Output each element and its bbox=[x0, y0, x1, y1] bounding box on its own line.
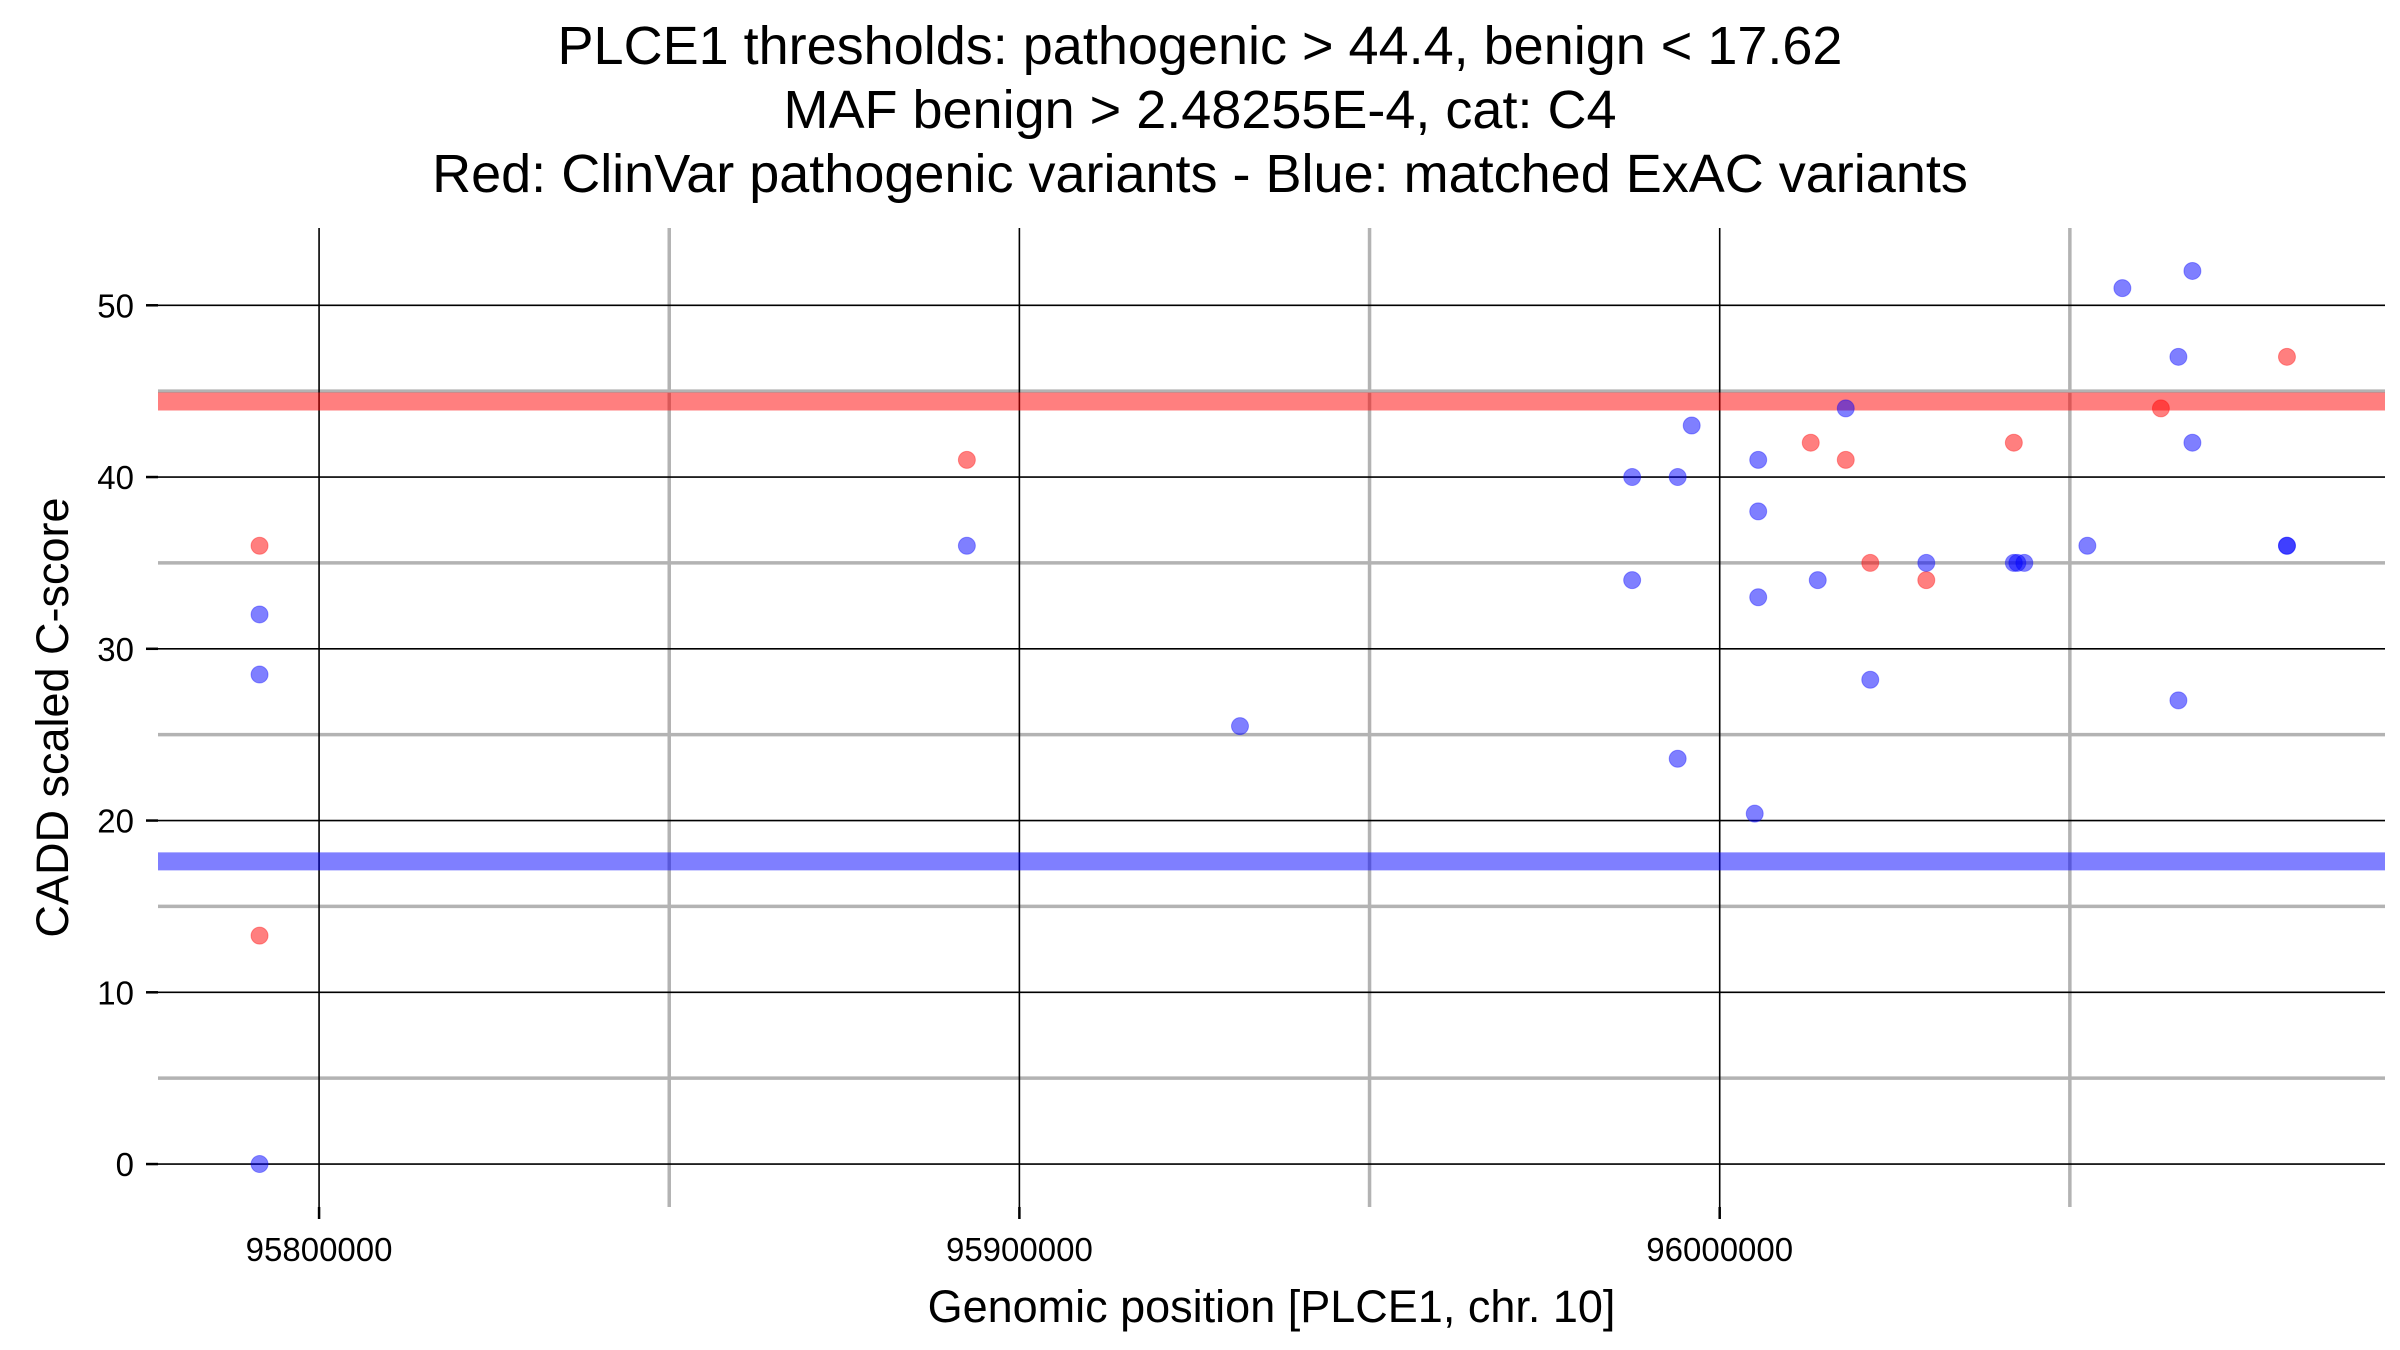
exac-variant-point bbox=[1808, 571, 1827, 590]
exac-variant-point bbox=[2113, 279, 2132, 298]
exac-variant-point bbox=[1917, 553, 1936, 572]
major-grid bbox=[158, 228, 2385, 1207]
pathogenic-variant-point bbox=[957, 450, 976, 469]
pathogenic-variant-point bbox=[1801, 433, 1820, 452]
title-line-1: PLCE1 thresholds: pathogenic > 44.4, ben… bbox=[557, 16, 1843, 76]
exac-variant-point bbox=[1836, 399, 1855, 418]
pathogenic-variant-point bbox=[250, 926, 269, 945]
exac-variant-point bbox=[1749, 502, 1768, 521]
y-tick-label: 40 bbox=[97, 459, 134, 496]
exac-variant-point bbox=[1682, 416, 1701, 435]
exac-variant-point bbox=[250, 1155, 269, 1174]
exac-variant-point bbox=[1230, 717, 1249, 736]
chart-title: PLCE1 thresholds: pathogenic > 44.4, ben… bbox=[0, 14, 2400, 206]
x-axis-label: Genomic position [PLCE1, chr. 10] bbox=[928, 1281, 1616, 1332]
exac-variant-point bbox=[2078, 536, 2097, 555]
pathogenic-variant-point bbox=[2151, 399, 2170, 418]
exac-variant-point bbox=[1668, 749, 1687, 768]
exac-variant-point bbox=[2015, 553, 2034, 572]
title-line-2: MAF benign > 2.48255E-4, cat: C4 bbox=[783, 80, 1617, 140]
y-tick-label: 50 bbox=[97, 287, 134, 324]
exac-variant-point bbox=[1749, 450, 1768, 469]
y-tick-label: 30 bbox=[97, 631, 134, 668]
y-axis-label: CADD scaled C-score bbox=[27, 497, 78, 937]
pathogenic-variant-point bbox=[250, 536, 269, 555]
pathogenic-variant-point bbox=[2004, 433, 2023, 452]
exac-variant-point bbox=[1668, 468, 1687, 487]
y-tick-label: 20 bbox=[97, 803, 134, 840]
exac-variant-point bbox=[250, 665, 269, 684]
y-tick-label: 10 bbox=[97, 974, 134, 1011]
exac-variant-point bbox=[2183, 261, 2202, 280]
exac-variant-point bbox=[1745, 804, 1764, 823]
exac-variant-point bbox=[2277, 536, 2296, 555]
axis-ticks: 0 10 20 30 40 50 95800000 95900000 96000000 bbox=[97, 287, 1793, 1268]
exac-variant-point bbox=[250, 605, 269, 624]
exac-variant-point bbox=[1623, 571, 1642, 590]
minor-grid bbox=[158, 228, 2385, 1207]
exac-variant-point bbox=[2169, 691, 2188, 710]
x-tick-label: 95800000 bbox=[246, 1231, 393, 1268]
title-line-3: Red: ClinVar pathogenic variants - Blue:… bbox=[432, 144, 1968, 204]
y-tick-label: 0 bbox=[116, 1146, 134, 1183]
x-tick-label: 96000000 bbox=[1646, 1231, 1793, 1268]
exac-variant-point bbox=[1623, 468, 1642, 487]
pathogenic-variant-point bbox=[1917, 571, 1936, 590]
exac-variant-point bbox=[1861, 670, 1880, 689]
pathogenic-variant-point bbox=[1861, 553, 1880, 572]
data-points bbox=[250, 261, 2296, 1174]
pathogenic-variant-point bbox=[1836, 450, 1855, 469]
threshold-lines bbox=[158, 392, 2385, 871]
exac-variant-point bbox=[1749, 588, 1768, 607]
exac-variant-point bbox=[957, 536, 976, 555]
pathogenic-variant-point bbox=[2277, 347, 2296, 366]
exac-variant-point bbox=[2183, 433, 2202, 452]
x-tick-label: 95900000 bbox=[946, 1231, 1093, 1268]
exac-variant-point bbox=[2169, 347, 2188, 366]
